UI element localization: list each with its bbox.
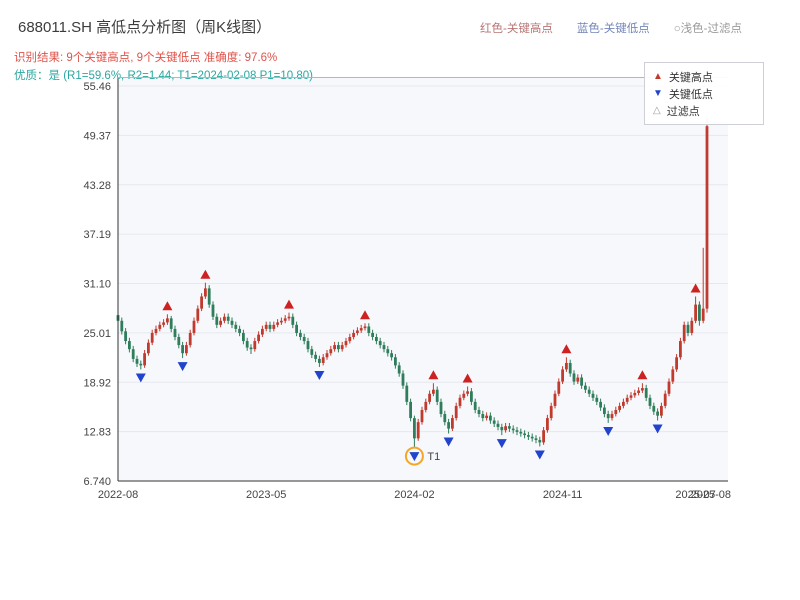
svg-text:55.46: 55.46: [83, 81, 111, 93]
t1-label: T1: [427, 451, 440, 463]
x-axis-labels: 2022-08 2023-05 2024-02 2024-11 2025-072025-…: [98, 489, 731, 501]
legend-item-filter: △ 过滤点: [653, 102, 755, 119]
svg-text:18.92: 18.92: [83, 377, 111, 389]
svg-text:2022-08: 2022-08: [98, 489, 138, 501]
svg-text:2024-02: 2024-02: [394, 489, 434, 501]
svg-text:2025-07: 2025-07: [675, 489, 715, 501]
svg-text:25.01: 25.01: [83, 328, 111, 340]
y-axis-labels: 55.46 49.37 43.28 37.19 31.10 25.01 18.92 12.83…: [83, 81, 111, 488]
legend-item-label: 关键低点: [668, 88, 713, 101]
chart-legend: ▲ 关键高点 ▼ 关键低点 △ 过滤点: [644, 62, 764, 125]
color-legend: 红色-关键高点 蓝色-关键低点 ○浅色-过滤点: [480, 20, 742, 36]
t1-annotation: T1: [404, 446, 440, 466]
recognition-result-text: 识别结果: 9个关键高点, 9个关键低点 准确度: 97.6%: [14, 52, 278, 64]
candles-layer: [116, 118, 709, 449]
legend-item-key-high: ▲ 关键高点: [653, 68, 755, 85]
svg-text:43.28: 43.28: [83, 180, 111, 192]
key-low-triangle-icon: ▼: [653, 88, 663, 99]
legend-key-high-label: 红色-关键高点: [480, 23, 553, 35]
legend-item-key-low: ▼ 关键低点: [653, 85, 755, 102]
svg-text:12.83: 12.83: [83, 427, 111, 439]
key-high-triangle-icon: ▲: [653, 71, 663, 82]
svg-text:2023-05: 2023-05: [246, 489, 286, 501]
svg-text:6.740: 6.740: [83, 476, 111, 488]
legend-filter-label: ○浅色-过滤点: [673, 23, 742, 35]
quality-result-text: 优质：是 (R1=59.6%, R2=1.44; T1=2024-02-08 P…: [14, 70, 313, 82]
page-title: 688011.SH 高低点分析图（周K线图）: [18, 19, 272, 36]
svg-text:49.37: 49.37: [83, 130, 111, 142]
legend-item-label: 关键高点: [668, 71, 713, 84]
svg-text:37.19: 37.19: [83, 229, 111, 241]
svg-text:2024-11: 2024-11: [543, 489, 583, 501]
key-low-markers: [135, 362, 663, 462]
legend-key-low-label: 蓝色-关键低点: [576, 23, 650, 35]
axes: [117, 77, 728, 482]
plot-top-border: [118, 77, 728, 78]
filter-triangle-icon: △: [653, 105, 661, 116]
legend-item-label: 过滤点: [666, 105, 700, 118]
key-high-markers: [162, 269, 701, 383]
svg-text:31.10: 31.10: [83, 279, 111, 291]
svg-text:2025-08: 2025-08: [691, 489, 731, 501]
